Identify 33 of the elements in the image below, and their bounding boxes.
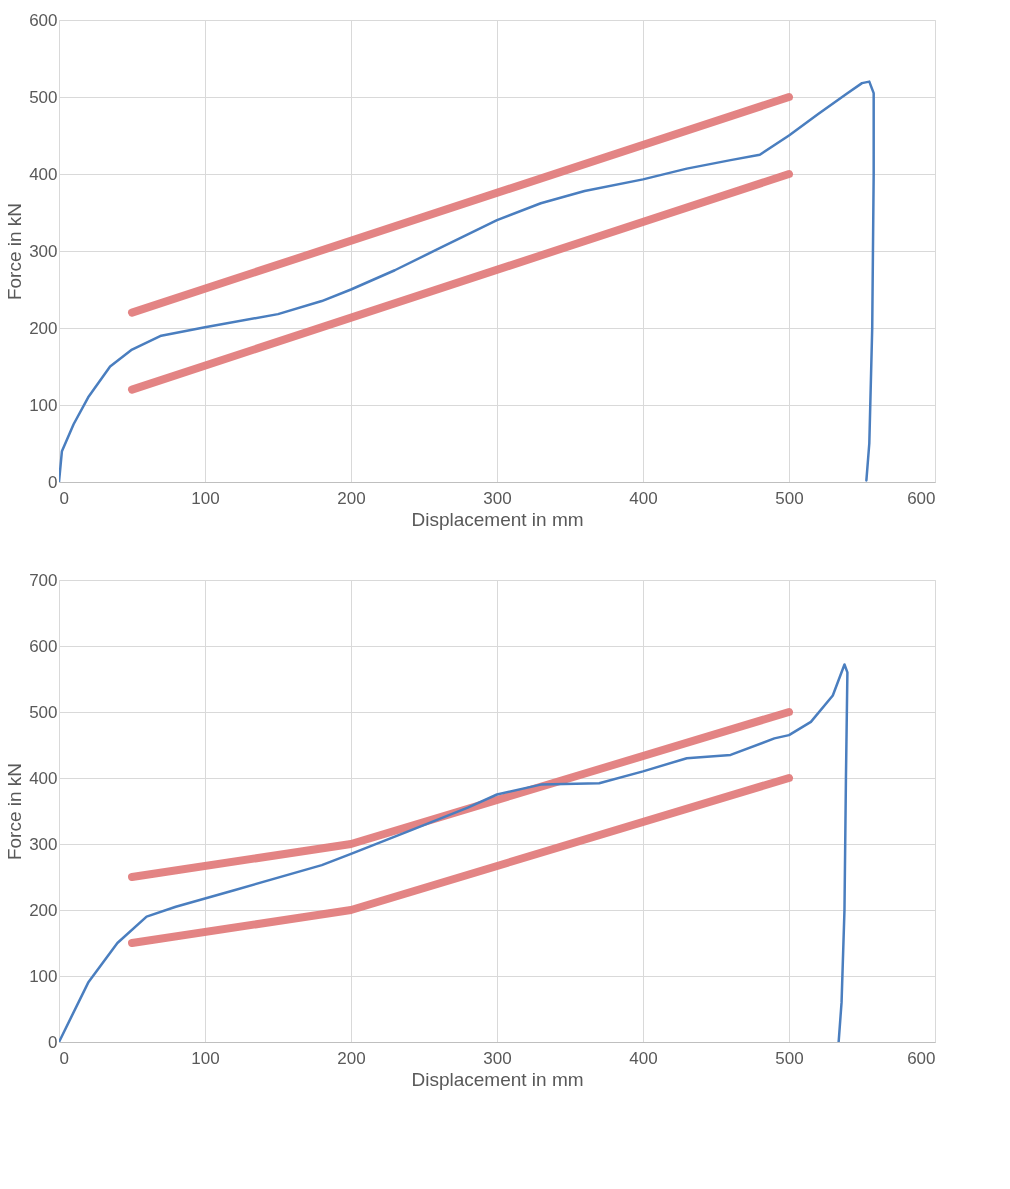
x-tick-label: 600 (907, 488, 936, 508)
y-axis-title: Force in kN (4, 202, 26, 301)
x-tick-label: 300 (483, 1048, 512, 1068)
y-tick-label: 300 (29, 834, 58, 854)
x-axis-title: Displacement in mm (411, 508, 584, 530)
x-tick-label: 300 (483, 488, 512, 508)
x-tick-label: 500 (775, 1048, 804, 1068)
y-tick-label: 300 (29, 241, 58, 261)
y-tick-label: 400 (29, 768, 58, 788)
x-tick-label: 100 (191, 488, 220, 508)
x-tick-label: 200 (337, 1048, 366, 1068)
x-axis-title: Displacement in mm (411, 1068, 584, 1090)
x-tick-label: 500 (775, 488, 804, 508)
y-tick-label: 0 (48, 472, 58, 492)
x-tick-label: 400 (629, 488, 658, 508)
y-tick-label: 600 (29, 10, 58, 30)
x-tick-label: 200 (337, 488, 366, 508)
x-tick-label: 400 (629, 1048, 658, 1068)
y-tick-label: 200 (29, 318, 58, 338)
x-tick-label: 100 (191, 1048, 220, 1068)
y-tick-label: 600 (29, 636, 58, 656)
y-tick-label: 700 (29, 570, 58, 590)
y-tick-label: 500 (29, 702, 58, 722)
y-tick-label: 400 (29, 164, 58, 184)
y-tick-label: 100 (29, 966, 58, 986)
line-series (59, 663, 849, 1042)
x-tick-label: 600 (907, 1048, 936, 1068)
y-tick-label: 100 (29, 395, 58, 415)
y-tick-label: 500 (29, 87, 58, 107)
y-tick-label: 200 (29, 900, 58, 920)
line-series (59, 80, 875, 482)
y-axis-title: Force in kN (4, 762, 26, 861)
y-tick-label: 0 (48, 1032, 58, 1052)
